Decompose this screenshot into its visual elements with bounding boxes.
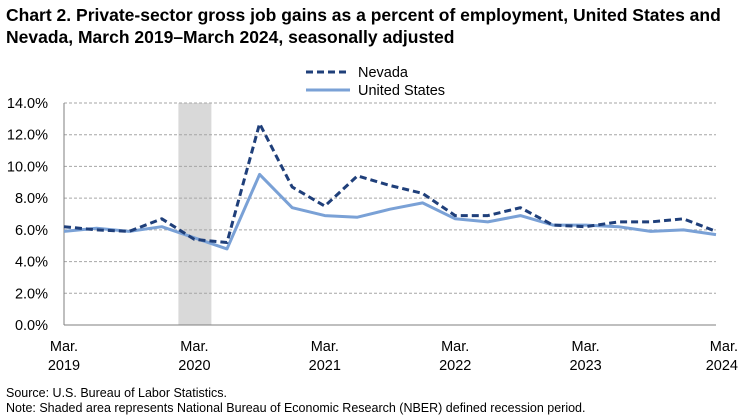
x-tick-label-month: Mar. <box>571 339 599 355</box>
x-tick-label-year: 2024 <box>706 358 738 374</box>
x-tick-label-year: 2021 <box>309 358 341 374</box>
footnote: Note: Shaded area represents National Bu… <box>6 401 586 415</box>
x-tick-label-year: 2023 <box>569 358 601 374</box>
x-tick-label-year: 2020 <box>178 358 210 374</box>
x-tick-label-month: Mar. <box>50 339 78 355</box>
y-tick-label: 12.0% <box>7 128 48 144</box>
x-tick-label-year: 2022 <box>439 358 471 374</box>
y-tick-label: 10.0% <box>7 159 48 175</box>
y-tick-label: 8.0% <box>15 191 48 207</box>
legend-label: United States <box>358 83 445 99</box>
source-note: Source: U.S. Bureau of Labor Statistics. <box>6 386 227 400</box>
x-tick-label-month: Mar. <box>311 339 339 355</box>
y-tick-label: 0.0% <box>15 318 48 334</box>
x-tick-label-month: Mar. <box>710 339 738 355</box>
x-tick-label-month: Mar. <box>441 339 469 355</box>
y-tick-label: 6.0% <box>15 223 48 239</box>
y-tick-label: 14.0% <box>7 96 48 112</box>
series-line-united-states <box>63 172 717 251</box>
series-line-nevada <box>63 122 717 244</box>
legend-label: Nevada <box>358 65 409 81</box>
chart-title: Chart 2. Private-sector gross job gains … <box>6 5 721 47</box>
y-tick-label: 2.0% <box>15 286 48 302</box>
chart-notes: Source: U.S. Bureau of Labor Statistics.… <box>6 386 585 416</box>
x-tick-label-month: Mar. <box>180 339 208 355</box>
recession-shading <box>178 103 212 325</box>
y-tick-label: 4.0% <box>15 255 48 271</box>
x-tick-label-year: 2019 <box>48 358 80 374</box>
